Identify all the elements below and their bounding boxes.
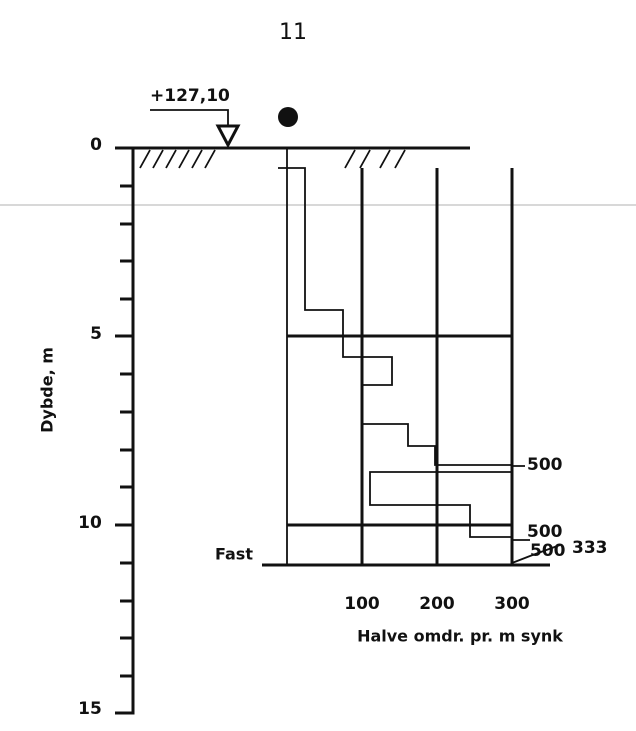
- depth-tick-label: 5: [90, 324, 102, 344]
- sounding-dot: [278, 107, 298, 127]
- depth-axis: [115, 146, 135, 715]
- stop-label: Fast: [215, 545, 253, 564]
- sounding-profile: [278, 167, 512, 538]
- value-label: 333: [572, 538, 608, 558]
- elevation-triangle: [215, 124, 241, 149]
- x-axis-label: Halve omdr. pr. m synk: [357, 627, 563, 646]
- sounding-grid: [262, 148, 550, 567]
- x-tick-label: 300: [494, 594, 530, 614]
- depth-tick-label: 0: [90, 135, 102, 155]
- value-label: 500: [530, 541, 566, 561]
- elevation-label: +127,10: [150, 86, 230, 106]
- elevation-leader: [150, 109, 229, 126]
- x-tick-label: 200: [419, 594, 455, 614]
- value-label: 500: [527, 455, 563, 475]
- page-number: 11: [279, 20, 307, 45]
- value-leaders: [511, 465, 561, 564]
- depth-tick-label: 15: [78, 699, 102, 719]
- depth-axis-label: Dybde, m: [38, 347, 57, 433]
- value-label: 500: [527, 522, 563, 542]
- ground-hatch: [139, 149, 406, 169]
- depth-tick-label: 10: [78, 513, 102, 533]
- x-tick-label: 100: [344, 594, 380, 614]
